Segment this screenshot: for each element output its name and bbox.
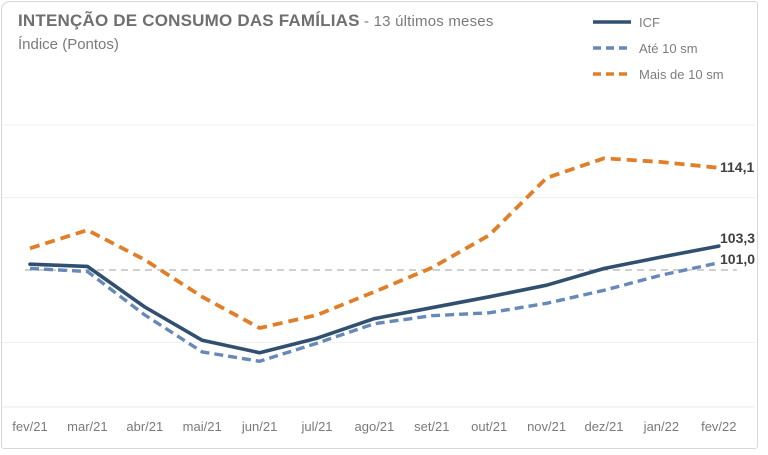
legend-item-mais-de-10-sm: Mais de 10 sm xyxy=(593,61,753,87)
x-axis-label-set-21: set/21 xyxy=(414,419,450,434)
value-label-ate-10-sm: 101,0 xyxy=(720,250,756,267)
chart-card xyxy=(1,1,758,449)
value-label-icf: 103,3 xyxy=(720,230,756,247)
chart-title: INTENÇÃO DE CONSUMO DAS FAMÍLIAS - 13 úl… xyxy=(18,11,494,31)
x-axis-label-ago-21: ago/21 xyxy=(354,419,395,434)
legend-swatch-icon xyxy=(593,46,631,50)
series-line-mais-de-10-sm xyxy=(29,156,719,330)
series-line-ate-10-sm xyxy=(29,261,720,363)
x-axis-label-mai-21: mai/21 xyxy=(182,419,222,434)
legend-swatch-icon xyxy=(593,20,631,24)
chart-subtitle: Índice (Pontos) xyxy=(18,36,119,53)
x-axis-label-dez-21: dez/21 xyxy=(584,419,624,434)
x-axis-label-jan-22: jan/22 xyxy=(643,419,680,434)
x-axis-label-out-21: out/21 xyxy=(471,419,508,434)
legend-label: ICF xyxy=(639,14,660,30)
legend-label: Mais de 10 sm xyxy=(639,66,724,82)
x-axis-label-jul-21: jul/21 xyxy=(301,419,333,434)
x-axis-label-jun-21: jun/21 xyxy=(241,419,278,434)
faint-gridlines xyxy=(2,124,755,343)
x-axis-label-mar-21: mar/21 xyxy=(67,419,108,434)
x-axis-label-fev-22: fev/22 xyxy=(701,419,737,434)
x-axis-label-fev-21: fev/21 xyxy=(12,419,48,434)
legend: ICF Até 10 sm Mais de 10 sm xyxy=(593,9,753,87)
x-axis-label-nov-21: nov/21 xyxy=(527,419,567,434)
chart-title-main: INTENÇÃO DE CONSUMO DAS FAMÍLIAS xyxy=(18,11,360,30)
legend-swatch-icon xyxy=(593,72,631,76)
legend-item-icf: ICF xyxy=(593,9,753,35)
legend-label: Até 10 sm xyxy=(639,40,698,56)
series-line-icf xyxy=(28,244,721,355)
legend-item-até-10-sm: Até 10 sm xyxy=(593,35,753,61)
value-label-mais-de-10-sm: 114,1 xyxy=(720,158,755,175)
x-axis-label-abr-21: abr/21 xyxy=(126,419,164,434)
x-axis: fev/21 mar/21 abr/21 mai/21 jun/21 jul/21 ago/… xyxy=(0,419,768,439)
chart-header: INTENÇÃO DE CONSUMO DAS FAMÍLIAS - 13 úl… xyxy=(18,11,494,53)
chart-title-suffix: - 13 últimos meses xyxy=(359,13,494,30)
